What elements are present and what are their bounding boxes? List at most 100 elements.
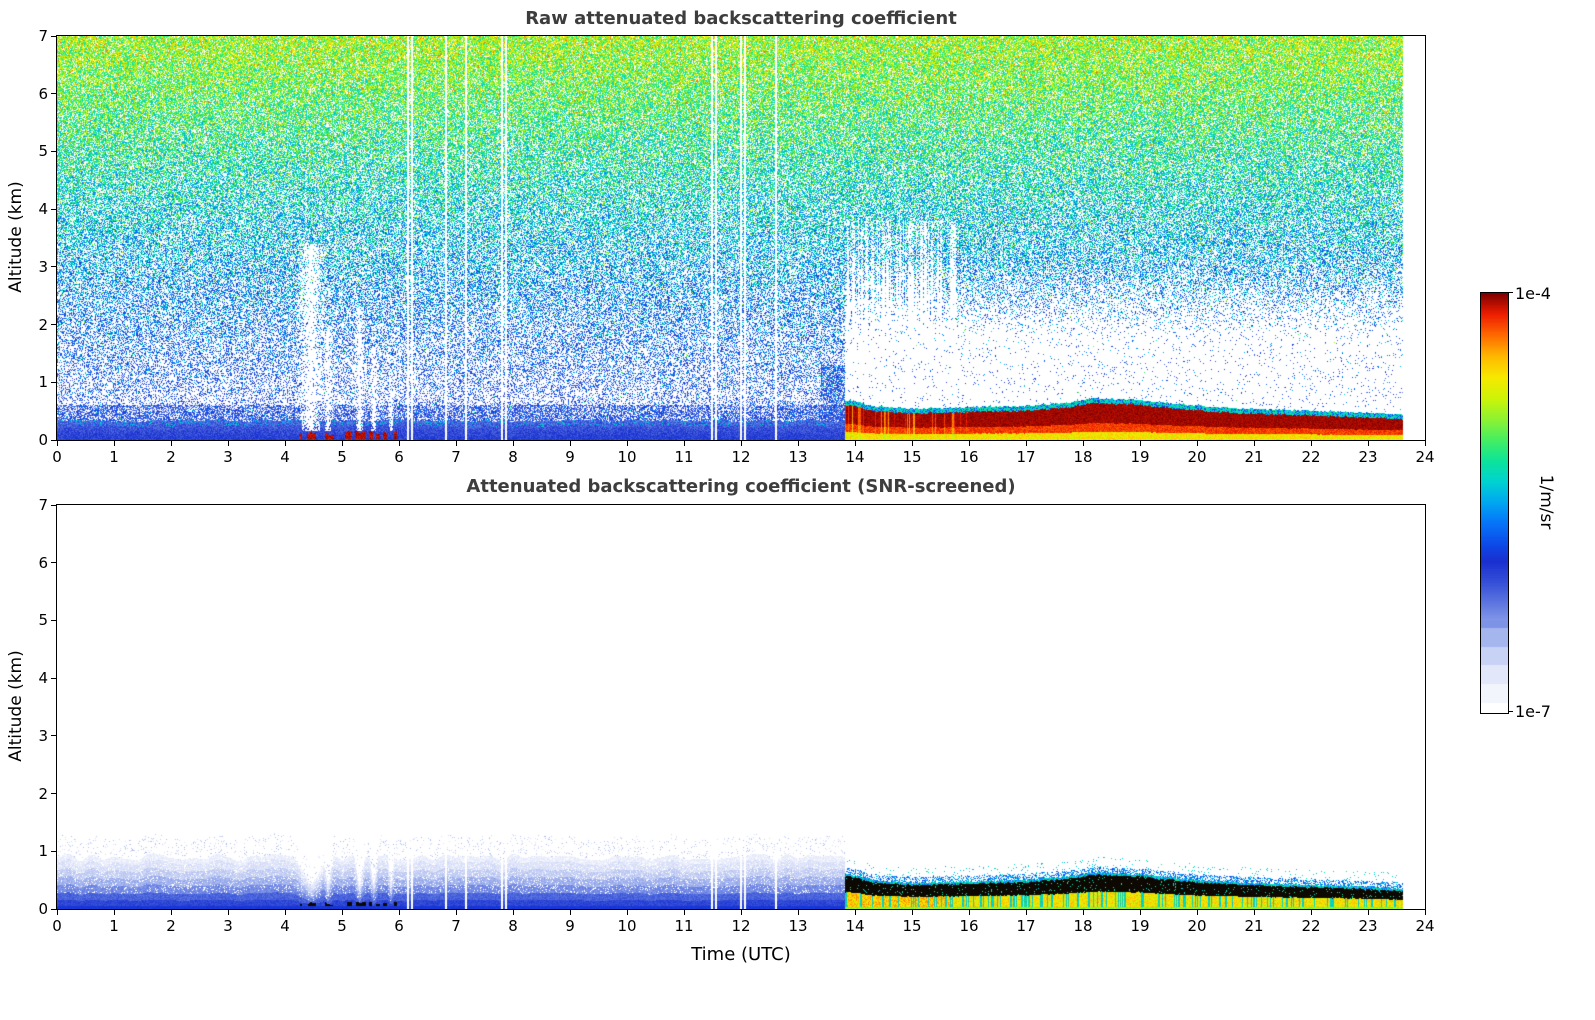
x-axis-label: Time (UTC) — [691, 944, 791, 965]
x-tick — [1082, 441, 1084, 446]
y-tick — [51, 504, 56, 506]
x-tick-label: 16 — [959, 917, 979, 935]
x-tick-label: 13 — [788, 917, 808, 935]
x-tick — [512, 910, 514, 915]
x-tick — [1253, 910, 1255, 915]
x-tick — [626, 910, 628, 915]
x-tick-label: 16 — [959, 448, 979, 466]
y-tick-label: 5 — [38, 611, 48, 630]
x-tick-label: 4 — [280, 448, 290, 466]
screened-backscatter-heatmap — [56, 504, 1426, 910]
x-tick — [911, 910, 913, 915]
y-tick-label: 2 — [38, 315, 48, 334]
x-tick — [911, 441, 913, 446]
x-tick-label: 23 — [1358, 448, 1378, 466]
x-tick-label: 11 — [674, 448, 694, 466]
x-tick-label: 14 — [845, 917, 865, 935]
y-tick-label: 0 — [38, 900, 48, 918]
y-tick — [51, 793, 56, 795]
colorbar-unit-label: 1/m/sr — [1536, 474, 1556, 530]
x-tick-label: 23 — [1358, 917, 1378, 935]
x-tick-label: 10 — [617, 917, 637, 935]
x-tick-label: 21 — [1244, 917, 1264, 935]
x-tick-label: 9 — [565, 917, 575, 935]
x-tick — [227, 910, 229, 915]
x-tick-label: 20 — [1187, 448, 1207, 466]
x-tick — [1025, 910, 1027, 915]
y-tick — [51, 35, 56, 37]
x-tick-label: 0 — [52, 448, 62, 466]
y-tick-label: 7 — [38, 496, 48, 514]
x-tick — [683, 910, 685, 915]
colorbar-gradient — [1480, 292, 1509, 714]
y-tick — [51, 735, 56, 737]
y-tick-label: 2 — [38, 784, 48, 803]
x-tick-label: 7 — [451, 917, 461, 935]
x-tick-label: 13 — [788, 448, 808, 466]
x-tick-label: 1 — [109, 917, 119, 935]
x-tick — [1310, 441, 1312, 446]
x-tick-label: 6 — [394, 448, 404, 466]
x-tick-label: 7 — [451, 448, 461, 466]
x-tick-label: 19 — [1130, 917, 1150, 935]
x-tick — [1196, 441, 1198, 446]
x-tick — [1424, 910, 1426, 915]
x-tick-label: 12 — [731, 448, 751, 466]
x-tick — [1310, 910, 1312, 915]
x-tick — [341, 441, 343, 446]
x-tick — [968, 910, 970, 915]
x-tick — [170, 441, 172, 446]
panel2-title: Attenuated backscattering coefficient (S… — [466, 476, 1016, 497]
x-tick — [1367, 441, 1369, 446]
x-tick — [455, 910, 457, 915]
x-tick-label: 3 — [223, 917, 233, 935]
x-tick — [398, 441, 400, 446]
colorbar-min-tick-label: 1e-7 — [1515, 702, 1551, 721]
y-tick — [51, 619, 56, 621]
x-tick — [1082, 910, 1084, 915]
x-tick — [797, 441, 799, 446]
x-tick-label: 24 — [1415, 448, 1435, 466]
x-tick — [740, 910, 742, 915]
x-tick-label: 14 — [845, 448, 865, 466]
x-tick-label: 18 — [1073, 917, 1093, 935]
raw-backscatter-heatmap — [56, 35, 1426, 441]
x-tick-label: 18 — [1073, 448, 1093, 466]
x-tick — [1139, 441, 1141, 446]
y-tick-label: 0 — [38, 431, 48, 449]
y-tick-label: 4 — [38, 669, 48, 688]
y-tick — [51, 208, 56, 210]
x-tick — [854, 910, 856, 915]
x-tick-label: 15 — [902, 448, 922, 466]
x-tick-label: 3 — [223, 448, 233, 466]
x-tick — [170, 910, 172, 915]
x-tick — [740, 441, 742, 446]
x-tick — [797, 910, 799, 915]
y-tick-label: 3 — [38, 726, 48, 745]
y-tick-label: 1 — [38, 373, 48, 392]
x-tick-label: 2 — [166, 917, 176, 935]
x-tick-label: 2 — [166, 448, 176, 466]
x-tick — [398, 910, 400, 915]
x-tick — [113, 441, 115, 446]
y-tick-label: 6 — [38, 553, 48, 572]
y-tick-label: 5 — [38, 142, 48, 161]
x-tick-label: 17 — [1016, 448, 1036, 466]
y-tick-label: 3 — [38, 257, 48, 276]
x-tick — [968, 441, 970, 446]
y-tick — [51, 324, 56, 326]
y-tick-label: 6 — [38, 84, 48, 103]
x-tick-label: 9 — [565, 448, 575, 466]
x-tick — [1196, 910, 1198, 915]
x-tick-label: 17 — [1016, 917, 1036, 935]
x-tick — [1025, 441, 1027, 446]
y-tick-label: 1 — [38, 842, 48, 861]
x-tick — [626, 441, 628, 446]
y-tick — [51, 677, 56, 679]
x-tick-label: 0 — [52, 917, 62, 935]
y-tick — [51, 266, 56, 268]
x-tick-label: 15 — [902, 917, 922, 935]
x-tick — [227, 441, 229, 446]
y-tick — [51, 908, 56, 910]
